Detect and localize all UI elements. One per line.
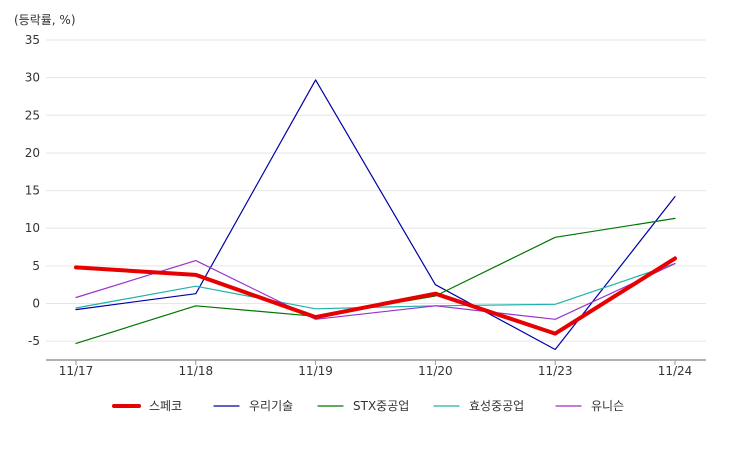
legend-label: 유니슨	[591, 399, 624, 413]
y-tick-label: 20	[25, 146, 40, 160]
legend-item: STX중공업	[317, 399, 409, 413]
series-line-1	[75, 79, 676, 351]
y-tick-label: 0	[32, 297, 40, 311]
legend-label: STX중공업	[353, 399, 409, 413]
x-tick-label: 11/17	[59, 364, 94, 378]
series-line-0	[74, 256, 677, 336]
x-tick-label: 11/23	[538, 364, 573, 378]
y-tick-label: 10	[25, 221, 40, 235]
legend-label: 효성중공업	[469, 399, 524, 413]
legend-label: 우리기술	[249, 399, 293, 413]
y-axis-ticks: 35 30 25 20 15 10 5 0 -5	[25, 33, 40, 348]
grid	[46, 39, 706, 342]
y-tick-label: 15	[25, 184, 40, 198]
series-line-4	[75, 260, 676, 320]
y-axis-unit-label: (등락률, %)	[14, 13, 76, 27]
legend-item: 효성중공업	[433, 399, 524, 413]
x-tick-label: 11/19	[298, 364, 333, 378]
y-tick-label: -5	[28, 334, 40, 348]
legend-item: 스페코	[112, 399, 182, 413]
series-line-2	[75, 217, 676, 344]
y-tick-label: 25	[25, 108, 40, 122]
legend-label: 스페코	[149, 399, 182, 413]
x-tick-label: 11/24	[658, 364, 693, 378]
x-tick-label: 11/20	[418, 364, 453, 378]
y-tick-label: 5	[32, 259, 40, 273]
x-axis: 11/17 11/18 11/19 11/20 11/23 11/24	[46, 359, 706, 378]
legend-item: 우리기술	[213, 399, 293, 413]
legend-item: 유니슨	[555, 399, 624, 413]
legend: 스페코 우리기술 STX중공업 효성중공업 유니슨	[112, 399, 624, 413]
y-tick-label: 30	[25, 71, 40, 85]
series-lines	[74, 79, 677, 351]
y-tick-label: 35	[25, 33, 40, 47]
x-tick-label: 11/18	[179, 364, 214, 378]
